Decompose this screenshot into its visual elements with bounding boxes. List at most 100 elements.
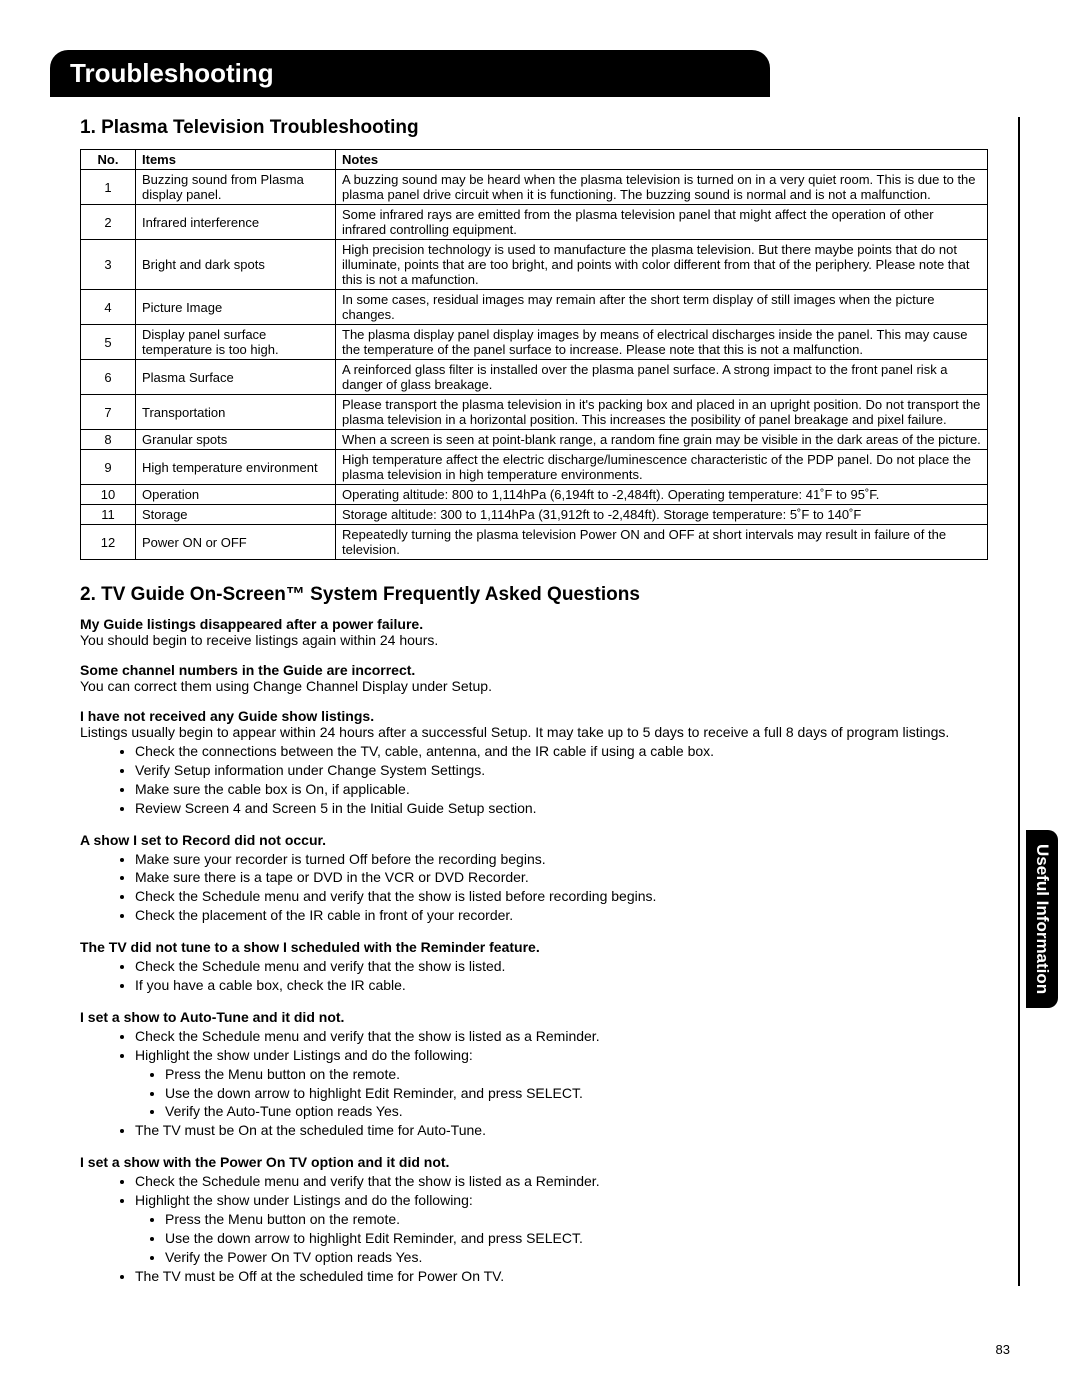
list-item-text: Highlight the show under Listings and do… [135,1192,473,1208]
cell-note: A reinforced glass filter is installed o… [336,360,988,395]
list-item: Check the Schedule menu and verify that … [135,887,988,906]
cell-item: Picture Image [136,290,336,325]
list-item: Use the down arrow to highlight Edit Rem… [165,1229,988,1248]
list-item: Verify the Auto-Tune option reads Yes. [165,1102,988,1121]
list-item: Press the Menu button on the remote. [165,1065,988,1084]
table-row: 11StorageStorage altitude: 300 to 1,114h… [81,505,988,525]
cell-no: 8 [81,430,136,450]
cell-item: Plasma Surface [136,360,336,395]
table-row: 9High temperature environmentHigh temper… [81,450,988,485]
table-row: 4Picture ImageIn some cases, residual im… [81,290,988,325]
faq-bullets: Check the Schedule menu and verify that … [135,1172,988,1285]
sub-bullets: Press the Menu button on the remote.Use … [165,1065,988,1122]
cell-no: 6 [81,360,136,395]
list-item: Verify the Power On TV option reads Yes. [165,1248,988,1267]
list-item: The TV must be Off at the scheduled time… [135,1267,988,1286]
faq-bullets: Check the Schedule menu and verify that … [135,957,988,995]
table-row: 12Power ON or OFFRepeatedly turning the … [81,525,988,560]
faq-question: Some channel numbers in the Guide are in… [80,662,988,678]
table-row: 2Infrared interferenceSome infrared rays… [81,205,988,240]
faq-question: I have not received any Guide show listi… [80,708,988,724]
list-item: Check the Schedule menu and verify that … [135,1027,988,1046]
faq-bullets: Make sure your recorder is turned Off be… [135,850,988,926]
list-item: Check the Schedule menu and verify that … [135,957,988,976]
side-tab: Useful Information [1026,830,1058,1008]
cell-item: Storage [136,505,336,525]
page-number: 83 [996,1342,1010,1357]
cell-item: Buzzing sound from Plasma display panel. [136,170,336,205]
cell-no: 5 [81,325,136,360]
faq-question: A show I set to Record did not occur. [80,832,988,848]
list-item: Make sure the cable box is On, if applic… [135,780,988,799]
list-item: The TV must be On at the scheduled time … [135,1121,988,1140]
faq-item: I set a show to Auto-Tune and it did not… [80,1009,988,1140]
cell-item: High temperature environment [136,450,336,485]
table-row: 10OperationOperating altitude: 800 to 1,… [81,485,988,505]
cell-no: 9 [81,450,136,485]
faq-question: My Guide listings disappeared after a po… [80,616,988,632]
faq-item: I have not received any Guide show listi… [80,708,988,818]
cell-note: Repeatedly turning the plasma television… [336,525,988,560]
list-item-text: Highlight the show under Listings and do… [135,1047,473,1063]
list-item: Make sure there is a tape or DVD in the … [135,868,988,887]
faq-item: I set a show with the Power On TV option… [80,1154,988,1285]
faq-question: The TV did not tune to a show I schedule… [80,939,988,955]
cell-no: 11 [81,505,136,525]
section2-heading: 2. TV Guide On-Screen™ System Frequently… [80,584,988,606]
cell-no: 2 [81,205,136,240]
cell-no: 7 [81,395,136,430]
cell-no: 3 [81,240,136,290]
faq-answer: Listings usually begin to appear within … [80,724,988,740]
cell-no: 12 [81,525,136,560]
cell-no: 4 [81,290,136,325]
table-row: 7TransportationPlease transport the plas… [81,395,988,430]
page-banner: Troubleshooting [50,50,770,97]
faq-item: Some channel numbers in the Guide are in… [80,662,988,694]
cell-note: Please transport the plasma television i… [336,395,988,430]
list-item: Check the placement of the IR cable in f… [135,906,988,925]
list-item: Check the Schedule menu and verify that … [135,1172,988,1191]
faq-item: My Guide listings disappeared after a po… [80,616,988,648]
table-header-row: No. Items Notes [81,150,988,170]
list-item: Highlight the show under Listings and do… [135,1046,988,1122]
cell-note: Some infrared rays are emitted from the … [336,205,988,240]
cell-note: A buzzing sound may be heard when the pl… [336,170,988,205]
th-notes: Notes [336,150,988,170]
section1-heading: 1. Plasma Television Troubleshooting [80,117,988,139]
list-item: Press the Menu button on the remote. [165,1210,988,1229]
th-no: No. [81,150,136,170]
cell-item: Granular spots [136,430,336,450]
cell-item: Transportation [136,395,336,430]
table-row: 6Plasma SurfaceA reinforced glass filter… [81,360,988,395]
table-row: 5Display panel surface temperature is to… [81,325,988,360]
cell-note: Storage altitude: 300 to 1,114hPa (31,91… [336,505,988,525]
troubleshooting-table: No. Items Notes 1Buzzing sound from Plas… [80,149,988,560]
cell-note: High precision technology is used to man… [336,240,988,290]
main-content: 1. Plasma Television Troubleshooting No.… [60,117,1020,1286]
list-item: Verify Setup information under Change Sy… [135,761,988,780]
faq-answer: You can correct them using Change Channe… [80,678,988,694]
list-item: Check the connections between the TV, ca… [135,742,988,761]
cell-item: Infrared interference [136,205,336,240]
faq-question: I set a show with the Power On TV option… [80,1154,988,1170]
table-row: 1Buzzing sound from Plasma display panel… [81,170,988,205]
cell-item: Bright and dark spots [136,240,336,290]
list-item: Use the down arrow to highlight Edit Rem… [165,1084,988,1103]
cell-note: Operating altitude: 800 to 1,114hPa (6,1… [336,485,988,505]
list-item: Review Screen 4 and Screen 5 in the Init… [135,799,988,818]
faq-bullets: Check the Schedule menu and verify that … [135,1027,988,1140]
list-item: If you have a cable box, check the IR ca… [135,976,988,995]
cell-no: 1 [81,170,136,205]
faq-answer: You should begin to receive listings aga… [80,632,988,648]
cell-item: Power ON or OFF [136,525,336,560]
list-item: Make sure your recorder is turned Off be… [135,850,988,869]
cell-note: When a screen is seen at point-blank ran… [336,430,988,450]
cell-note: The plasma display panel display images … [336,325,988,360]
table-row: 3Bright and dark spotsHigh precision tec… [81,240,988,290]
faq-item: A show I set to Record did not occur. Ma… [80,832,988,926]
table-row: 8Granular spotsWhen a screen is seen at … [81,430,988,450]
th-items: Items [136,150,336,170]
faq-question: I set a show to Auto-Tune and it did not… [80,1009,988,1025]
list-item: Highlight the show under Listings and do… [135,1191,988,1267]
cell-note: High temperature affect the electric dis… [336,450,988,485]
